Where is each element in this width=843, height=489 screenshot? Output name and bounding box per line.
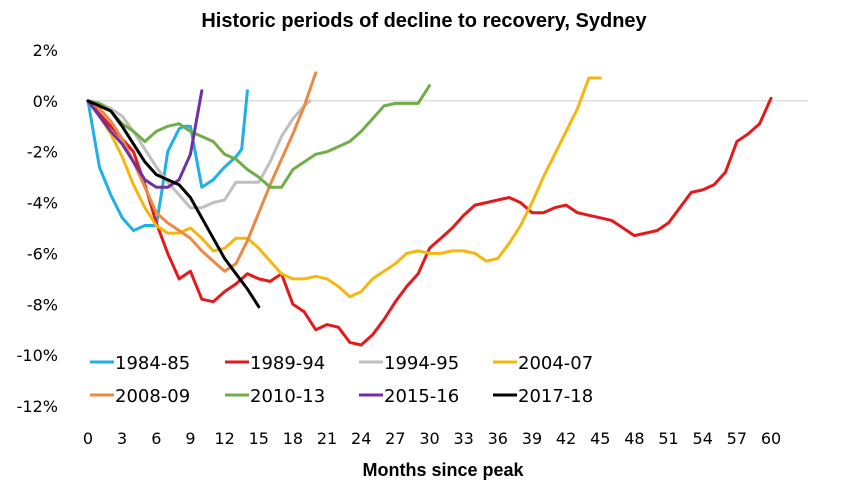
series-line-2004-07 (86, 76, 602, 299)
legend-label: 2004-07 (518, 353, 593, 374)
x-tick-label: 12 (214, 429, 234, 448)
x-tick-label: 48 (624, 429, 644, 448)
legend-label: 2008-09 (115, 386, 190, 407)
x-tick-label: 9 (185, 429, 195, 448)
legend-item: 2010-13 (225, 386, 325, 407)
series-line-2010-13 (86, 84, 431, 189)
y-tick-label: -2% (27, 143, 58, 162)
x-tick-label: 42 (556, 429, 576, 448)
x-axis-ticks: 0 3 6 9 12 15 18 21 24 27 30 33 36 39 42 45 48 51 54 57 60 (83, 429, 781, 448)
series-line-2008-09 (86, 71, 318, 273)
x-tick-label: 33 (453, 429, 473, 448)
x-tick-label: 24 (351, 429, 371, 448)
x-tick-label: 0 (83, 429, 93, 448)
x-tick-label: 39 (522, 429, 542, 448)
legend-label: 2015-16 (384, 386, 459, 407)
x-tick-label: 18 (283, 429, 303, 448)
x-tick-label: 30 (419, 429, 439, 448)
series-line-2017-18 (86, 99, 261, 309)
x-tick-label: 36 (488, 429, 508, 448)
x-tick-label: 21 (317, 429, 337, 448)
legend-label: 2017-18 (518, 386, 593, 407)
legend-item: 2008-09 (90, 386, 190, 407)
series-line-1989-94 (86, 96, 773, 347)
x-tick-label: 45 (590, 429, 610, 448)
legend-item: 2015-16 (359, 386, 459, 407)
legend-label: 2010-13 (250, 386, 325, 407)
x-tick-label: 60 (761, 429, 781, 448)
y-tick-label: -4% (27, 194, 58, 213)
y-tick-label: -10% (17, 346, 58, 365)
legend: 1984-85 1989-94 1994-95 2004-07 2008-09 2010-… (90, 353, 593, 407)
x-tick-label: 3 (117, 429, 127, 448)
series-line-1994-95 (86, 99, 312, 210)
x-axis-title: Months since peak (362, 460, 524, 480)
legend-item: 2004-07 (493, 353, 593, 374)
x-tick-label: 27 (385, 429, 405, 448)
y-tick-label: 0% (33, 92, 58, 111)
legend-label: 1989-94 (250, 353, 325, 374)
legend-item: 1989-94 (225, 353, 325, 374)
x-tick-label: 51 (658, 429, 678, 448)
y-tick-label: 2% (33, 41, 58, 60)
chart-title: Historic periods of decline to recovery,… (201, 10, 647, 32)
legend-item: 2017-18 (493, 386, 593, 407)
x-tick-label: 57 (727, 429, 747, 448)
y-tick-label: -6% (27, 244, 58, 263)
x-tick-label: 15 (249, 429, 269, 448)
y-axis-ticks: 2% 0% -2% -4% -6% -8% -10% -12% (17, 41, 58, 416)
legend-label: 1984-85 (115, 353, 190, 374)
series-line-1984-85 (86, 89, 249, 232)
series-line-2015-16 (86, 89, 204, 189)
legend-item: 1984-85 (90, 353, 190, 374)
legend-label: 1994-95 (384, 353, 459, 374)
y-tick-label: -8% (27, 295, 58, 314)
x-tick-label: 54 (693, 429, 713, 448)
series-lines (86, 71, 773, 347)
x-tick-label: 6 (151, 429, 161, 448)
legend-item: 1994-95 (359, 353, 459, 374)
y-tick-label: -12% (17, 397, 58, 416)
